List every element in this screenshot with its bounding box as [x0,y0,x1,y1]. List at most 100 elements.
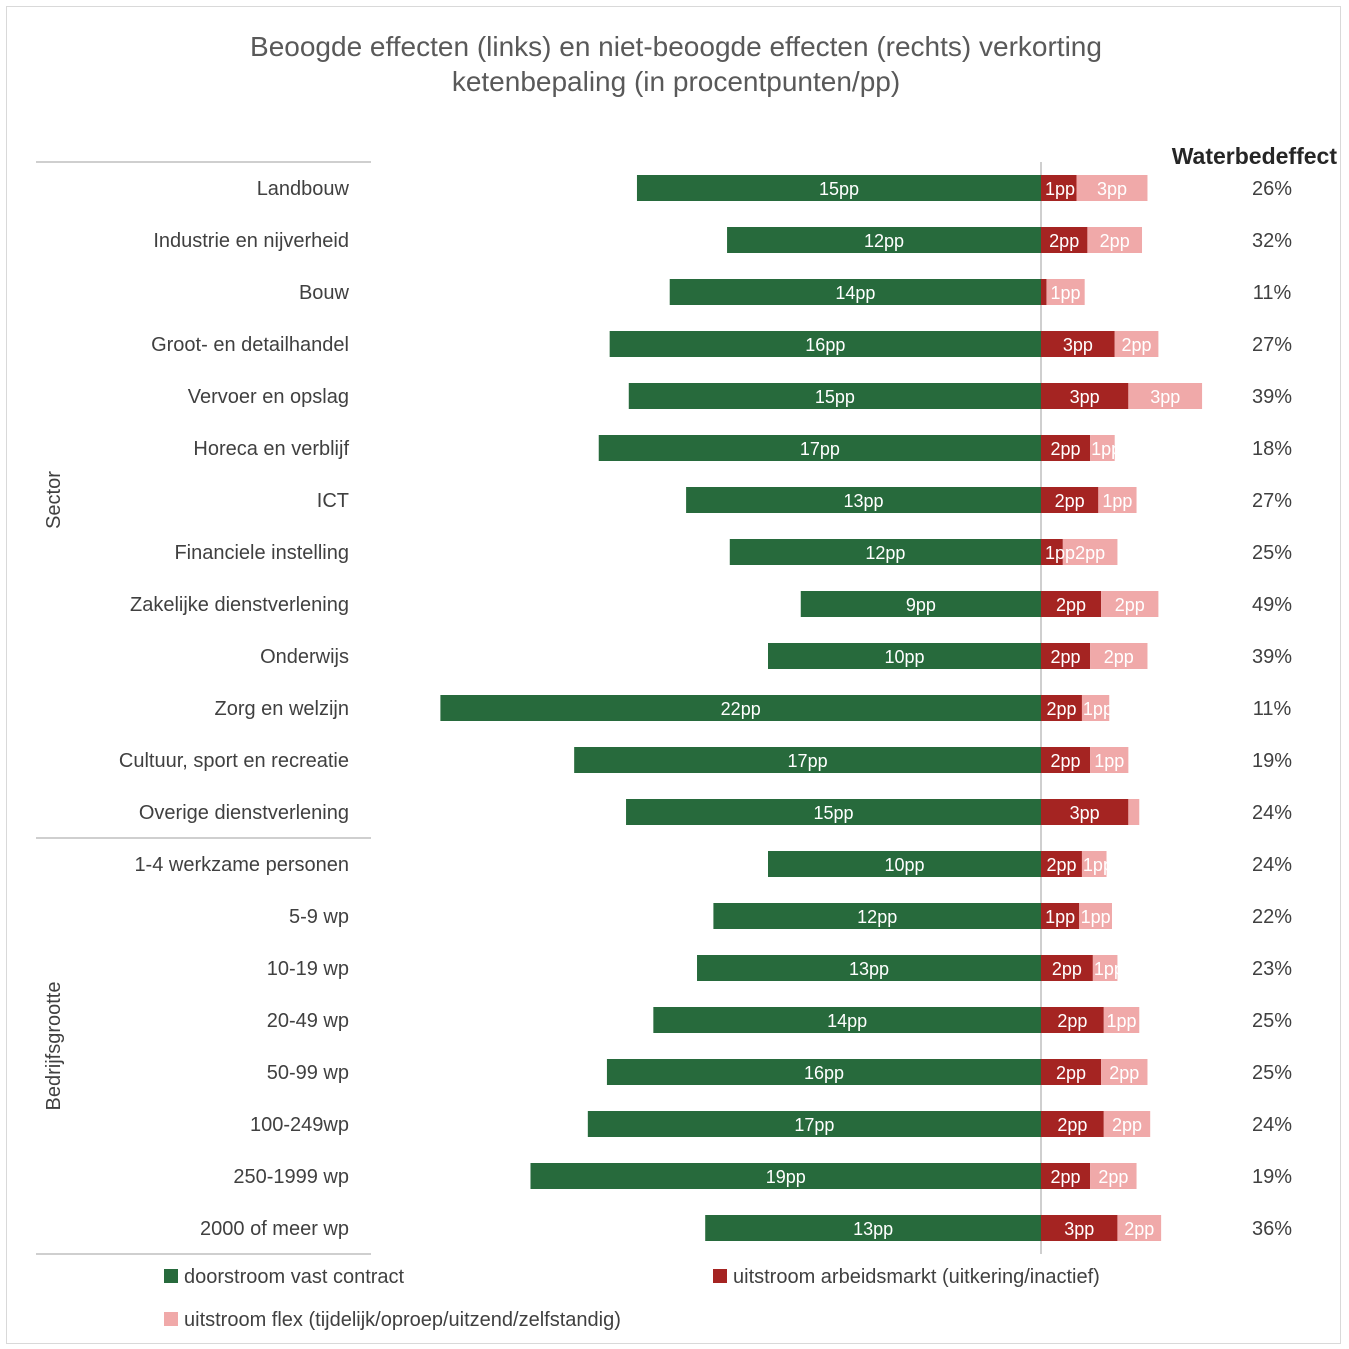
waterbed-value: 49% [1252,594,1292,616]
waterbed-value: 19% [1252,1166,1292,1188]
data-label-doorstroom: 12pp [865,543,905,563]
data-label-doorstroom: 10pp [884,855,924,875]
bar-uitstroom-flex [1046,279,1085,305]
data-label-uitstroom-arbeidsmarkt: 1pp [1045,907,1075,927]
bar-uitstroom-flex [1081,695,1110,721]
bar-uitstroom-flex [1103,1007,1140,1033]
category-label: 2000 of meer wp [200,1218,349,1240]
category-label: 1-4 werkzame personen [134,854,349,876]
bar-uitstroom-arbeidsmarkt [1041,1163,1091,1189]
waterbed-value: 18% [1252,438,1292,460]
data-label-doorstroom: 12pp [864,231,904,251]
data-label-uitstroom-flex: 2pp [1112,1115,1142,1135]
waterbed-value: 22% [1252,906,1292,928]
data-label-uitstroom-flex: 1pp [1102,491,1132,511]
data-label-uitstroom-arbeidsmarkt: 3pp [1063,335,1093,355]
waterbed-value: 25% [1252,1010,1292,1032]
category-label: 250-1999 wp [233,1166,349,1188]
bar-uitstroom-arbeidsmarkt [1041,747,1091,773]
data-label-uitstroom-flex: 1pp [1083,699,1113,719]
bar-uitstroom-flex [1117,1215,1162,1241]
bar-uitstroom-flex [1103,1111,1151,1137]
data-label-uitstroom-arbeidsmarkt: 2pp [1057,1011,1087,1031]
data-label-doorstroom: 14pp [827,1011,867,1031]
bar-uitstroom-arbeidsmarkt [1041,331,1115,357]
bar-doorstroom [440,695,1041,721]
waterbed-value: 25% [1252,1062,1292,1084]
bar-uitstroom-arbeidsmarkt [1041,643,1091,669]
data-label-doorstroom: 13pp [844,491,884,511]
data-label-doorstroom: 10pp [884,647,924,667]
bar-uitstroom-arbeidsmarkt [1041,487,1099,513]
bar-uitstroom-flex [1076,175,1148,201]
bar-uitstroom-arbeidsmarkt [1041,799,1129,825]
waterbed-value: 36% [1252,1218,1292,1240]
bar-uitstroom-flex [1128,383,1203,409]
bar-uitstroom-arbeidsmarkt [1041,1007,1104,1033]
bar-uitstroom-arbeidsmarkt [1041,955,1093,981]
category-label: Vervoer en opslag [188,386,349,408]
bar-uitstroom-flex [1090,435,1115,461]
bar-doorstroom [609,331,1041,357]
data-label-doorstroom: 17pp [800,439,840,459]
bar-doorstroom [587,1111,1041,1137]
data-label-uitstroom-flex: 2pp [1124,1219,1154,1239]
data-label-uitstroom-arbeidsmarkt: 2pp [1052,959,1082,979]
waterbed-value: 19% [1252,750,1292,772]
bar-doorstroom [713,903,1041,929]
category-label: 5-9 wp [289,906,349,928]
bar-uitstroom-arbeidsmarkt [1041,383,1129,409]
data-label-uitstroom-arbeidsmarkt: 2pp [1049,231,1079,251]
data-label-doorstroom: 16pp [804,1063,844,1083]
bar-doorstroom [636,175,1041,201]
bar-doorstroom [574,747,1041,773]
waterbed-value: 11% [1253,282,1292,304]
data-label-doorstroom: 17pp [788,751,828,771]
plot-area: Sector Bedrijfsgrootte Landbouw 15pp 1pp 3pp 2… [36,161,1292,1255]
data-label-doorstroom: 16pp [805,335,845,355]
category-label: Financiele instelling [174,542,349,564]
bar-uitstroom-arbeidsmarkt [1041,435,1091,461]
bar-uitstroom-arbeidsmarkt [1041,539,1063,565]
data-label-uitstroom-flex: 1pp [1094,751,1124,771]
bar-uitstroom-arbeidsmarkt [1041,1059,1102,1085]
waterbed-value: 32% [1252,230,1292,252]
bar-uitstroom-flex [1090,1163,1137,1189]
legend-label: uitstroom flex (tijdelijk/oproep/uitzend… [184,1309,621,1331]
bar-doorstroom [705,1215,1041,1241]
legend-label: uitstroom arbeidsmarkt (uitkering/inacti… [733,1266,1100,1288]
waterbed-value: 39% [1252,386,1292,408]
bar-doorstroom [729,539,1041,565]
data-label-uitstroom-arbeidsmarkt: 3pp [1070,387,1100,407]
category-label: Overige dienstverlening [139,802,349,824]
category-label: Industrie en nijverheid [153,230,349,252]
data-label-uitstroom-flex: 2pp [1075,543,1105,563]
data-label-uitstroom-arbeidsmarkt: 2pp [1046,699,1076,719]
data-label-uitstroom-flex: 1pp [1081,907,1111,927]
bar-uitstroom-flex [1090,643,1148,669]
data-label-uitstroom-flex: 2pp [1109,1063,1139,1083]
category-label: Onderwijs [260,646,349,668]
chart-title: Beoogde effecten (links) en niet-beoogde… [250,31,1102,97]
data-label-uitstroom-flex: 2pp [1104,647,1134,667]
data-label-doorstroom: 22pp [721,699,761,719]
data-label-uitstroom-arbeidsmarkt: 2pp [1051,751,1081,771]
bar-doorstroom [626,799,1041,825]
data-label-uitstroom-arbeidsmarkt: 2pp [1056,1063,1086,1083]
bar-uitstroom-flex [1098,487,1137,513]
bar-uitstroom-flex [1128,799,1140,825]
data-label-uitstroom-arbeidsmarkt: 2pp [1051,1167,1081,1187]
data-label-uitstroom-arbeidsmarkt: 3pp [1064,1219,1094,1239]
bar-doorstroom [768,643,1041,669]
data-label-doorstroom: 13pp [849,959,889,979]
bar-uitstroom-arbeidsmarkt [1041,175,1077,201]
category-label: Groot- en detailhandel [151,334,349,356]
legend-swatch [164,1269,178,1283]
bar-uitstroom-flex [1079,903,1112,929]
chart-title-line-1: Beoogde effecten (links) en niet-beoogde… [250,31,1102,62]
legend-swatch [713,1269,727,1283]
category-label: 50-99 wp [267,1062,349,1084]
category-label: Zakelijke dienstverlening [130,594,349,616]
data-label-doorstroom: 15pp [813,803,853,823]
